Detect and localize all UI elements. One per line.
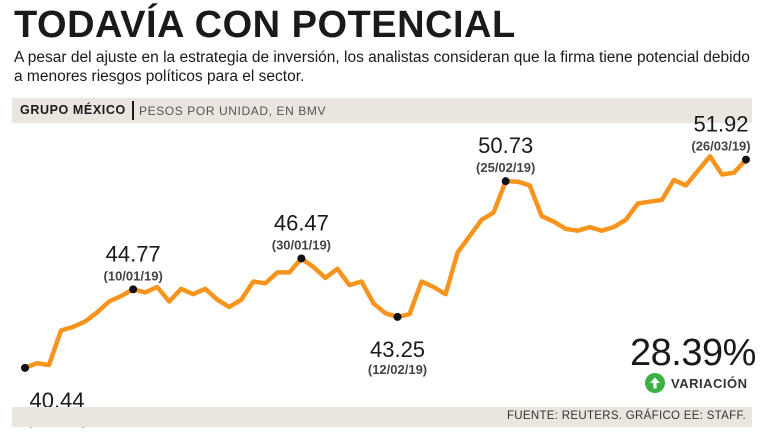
point-marker-2 (297, 254, 306, 263)
series-line (22, 154, 749, 371)
label-bar: GRUPO MÉXICO PESOS POR UNIDAD, EN BMV (12, 98, 752, 123)
point-date-label-4: (25/02/19) (476, 160, 535, 175)
label-separator (132, 101, 134, 120)
point-marker-4 (501, 177, 510, 186)
point-date-label-3: (12/02/19) (368, 362, 427, 377)
variation-row: VARIACIÓN (645, 373, 747, 393)
source-credit: FUENTE: REUTERS. GRÁFICO EE: STAFF. (506, 410, 746, 422)
point-marker-3 (393, 312, 402, 321)
annotation-layer: 40.44(31/12/18)44.77(10/01/19)46.47(30/0… (21, 112, 751, 428)
chart-title: TODAVÍA CON POTENCIAL (14, 4, 516, 46)
chart-subtitle: A pesar del ajuste en la estrategia de i… (14, 49, 750, 85)
point-value-label-2: 46.47 (274, 210, 329, 235)
point-value-label-1: 44.77 (106, 241, 161, 266)
point-value-label-4: 50.73 (478, 133, 533, 158)
variation-label: VARIACIÓN (671, 375, 748, 391)
point-date-label-5: (26/03/19) (691, 139, 750, 154)
point-value-label-5: 51.92 (693, 112, 748, 137)
company-name: GRUPO MÉXICO (20, 103, 126, 117)
point-marker-0 (21, 363, 29, 372)
point-date-label-1: (10/01/19) (104, 268, 163, 283)
footer-bar: FUENTE: REUTERS. GRÁFICO EE: STAFF. (12, 407, 752, 427)
point-marker-1 (129, 285, 138, 294)
units-label: PESOS POR UNIDAD, EN BMV (139, 104, 327, 118)
point-marker-5 (742, 155, 750, 164)
variation-percent: 28.39% (630, 332, 756, 374)
point-date-label-2: (30/01/19) (272, 237, 331, 252)
point-value-label-3: 43.25 (370, 337, 425, 362)
arrow-up-icon (645, 373, 665, 393)
